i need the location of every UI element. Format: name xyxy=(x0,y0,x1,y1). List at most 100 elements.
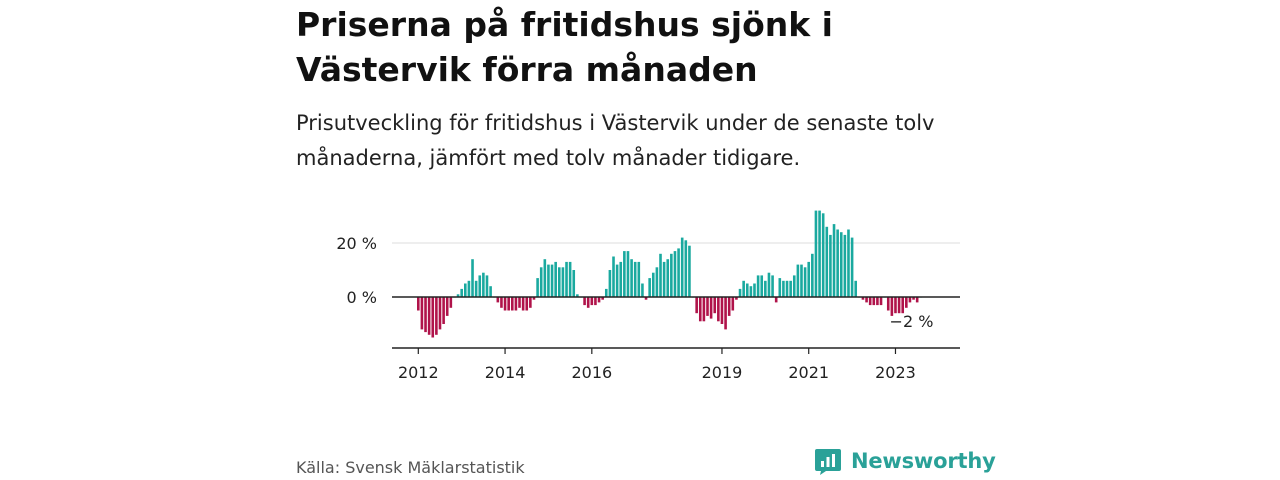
bar xyxy=(471,259,474,297)
bar xyxy=(670,253,673,297)
bar-chart: 0 % 20 % 2012 2014 2016 2019 2021 2023 −2 % xyxy=(336,210,960,382)
bar xyxy=(561,267,565,297)
bar xyxy=(554,261,557,297)
bar xyxy=(659,253,662,297)
bar xyxy=(753,283,756,297)
bar xyxy=(774,297,778,303)
bar xyxy=(543,259,547,297)
bar xyxy=(727,297,731,316)
bar xyxy=(785,280,789,297)
bar xyxy=(735,297,738,300)
bar xyxy=(608,270,612,297)
bar xyxy=(424,297,427,333)
bar xyxy=(684,240,688,297)
bar xyxy=(651,272,655,297)
bar xyxy=(760,275,764,297)
bar xyxy=(897,297,901,314)
bar xyxy=(626,251,630,297)
bar xyxy=(438,297,442,330)
bar xyxy=(698,297,702,322)
bar xyxy=(879,297,883,306)
bar xyxy=(847,229,850,297)
bar xyxy=(619,261,623,297)
bar xyxy=(529,297,532,308)
bar xyxy=(525,297,529,311)
bar xyxy=(594,297,597,306)
bar xyxy=(510,297,514,311)
bar xyxy=(894,297,897,314)
x-tick-label: 2016 xyxy=(571,363,612,382)
bar xyxy=(915,297,919,303)
bar xyxy=(521,297,525,311)
bar xyxy=(778,278,782,297)
bar xyxy=(868,297,872,306)
bar xyxy=(496,297,500,303)
bar xyxy=(829,234,832,297)
bar xyxy=(771,275,774,297)
bar xyxy=(568,261,572,297)
bar xyxy=(713,297,717,314)
bar xyxy=(872,297,876,306)
bar xyxy=(633,261,637,297)
bar xyxy=(601,297,604,300)
bar xyxy=(709,297,713,319)
bar xyxy=(597,297,601,303)
bar xyxy=(908,297,912,303)
bar xyxy=(839,232,843,297)
bar xyxy=(724,297,727,330)
bar xyxy=(789,280,792,297)
bar xyxy=(435,297,438,335)
bar xyxy=(843,234,847,297)
bar xyxy=(467,280,471,297)
x-tick-label: 2019 xyxy=(702,363,743,382)
bar xyxy=(456,294,460,297)
bar xyxy=(583,297,586,306)
bar xyxy=(811,253,814,297)
bar xyxy=(836,229,839,297)
bar xyxy=(731,297,735,311)
bar xyxy=(655,267,659,297)
bar xyxy=(445,297,449,316)
bar xyxy=(814,210,818,297)
bar xyxy=(514,297,518,311)
bar xyxy=(890,297,894,316)
bar xyxy=(912,297,915,300)
x-tick-label: 2012 xyxy=(398,363,439,382)
bar xyxy=(832,224,836,297)
bar xyxy=(464,283,467,297)
bar xyxy=(807,261,811,297)
bar xyxy=(474,280,478,297)
bar xyxy=(612,256,615,297)
x-tick-label: 2023 xyxy=(875,363,916,382)
bar xyxy=(478,275,482,297)
bar xyxy=(717,297,720,322)
bar xyxy=(644,297,648,300)
bar xyxy=(800,264,803,297)
bar xyxy=(604,288,608,297)
bar xyxy=(503,297,507,311)
bar xyxy=(818,210,821,297)
bar xyxy=(905,297,908,308)
bar xyxy=(901,297,905,314)
bar xyxy=(688,245,691,297)
bar xyxy=(431,297,435,338)
bar xyxy=(518,297,521,308)
bar xyxy=(803,267,807,297)
bar xyxy=(666,259,670,297)
bar xyxy=(648,278,651,297)
bar xyxy=(550,264,554,297)
last-value-label: −2 % xyxy=(890,312,934,331)
bar xyxy=(825,226,829,297)
bar xyxy=(886,297,890,311)
bar xyxy=(547,264,550,297)
bar xyxy=(427,297,431,335)
bar xyxy=(662,261,666,297)
bar xyxy=(586,297,590,308)
bar xyxy=(702,297,706,322)
chart-subtitle: Prisutveckling för fritidshus i Västervi… xyxy=(296,111,935,170)
x-tick-label: 2014 xyxy=(485,363,526,382)
bar xyxy=(641,283,644,297)
y-tick-label: 20 % xyxy=(336,234,377,253)
bar xyxy=(420,297,424,330)
bar xyxy=(630,259,633,297)
